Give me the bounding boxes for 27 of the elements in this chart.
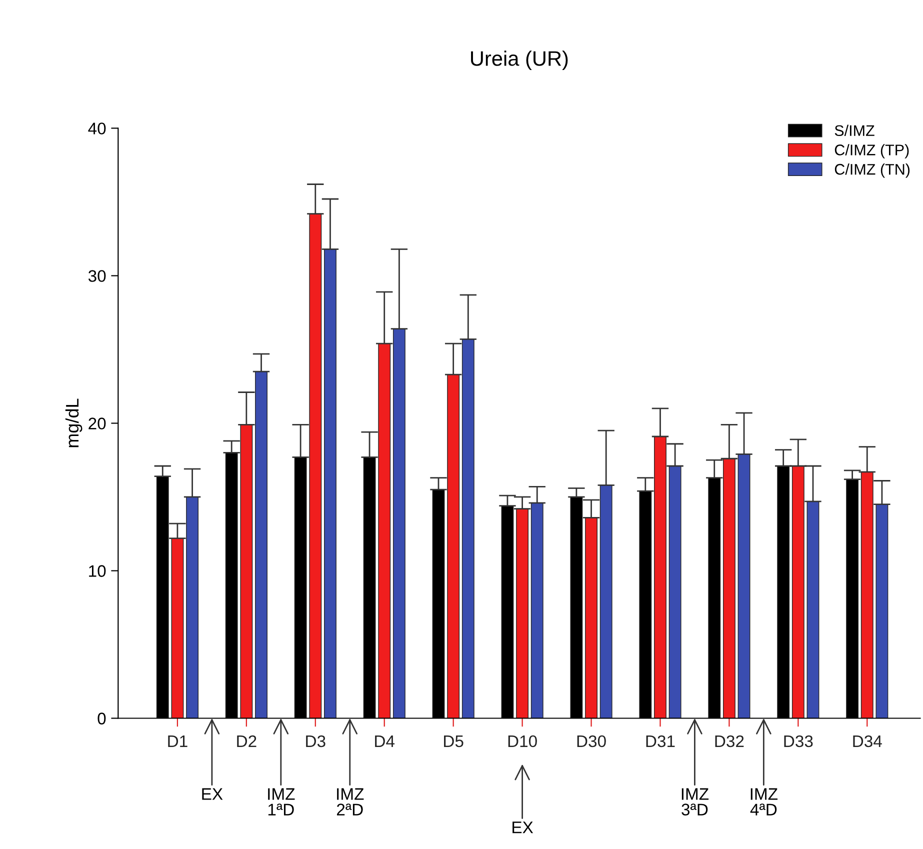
y-tick-label: 20 bbox=[88, 418, 106, 430]
text: IMZ 4ªD bbox=[750, 788, 778, 816]
x-tick-label: D34 bbox=[853, 735, 882, 748]
y-tick-label: 10 bbox=[89, 565, 106, 577]
text: EX bbox=[202, 788, 223, 800]
y-axis-title: mg/dL bbox=[65, 398, 82, 448]
x-tick-label: D4 bbox=[375, 736, 395, 747]
x-tick-label: D1 bbox=[168, 736, 188, 747]
y-tick-label: 0 bbox=[98, 712, 106, 724]
x-tick-label: D5 bbox=[444, 736, 464, 748]
x-tick-label: D2 bbox=[237, 735, 256, 747]
x-tick-label: D31 bbox=[646, 735, 675, 748]
text: IMZ 2ªD bbox=[336, 788, 364, 816]
text: IMZ 3ªD bbox=[682, 788, 709, 816]
text: IMZ 1ªD bbox=[268, 788, 295, 816]
x-tick-label: D30 bbox=[577, 735, 606, 748]
text: EX bbox=[512, 822, 534, 834]
x-tick-label: D10 bbox=[508, 735, 537, 748]
y-tick-label: 40 bbox=[88, 122, 106, 134]
x-tick-label: D33 bbox=[784, 735, 813, 748]
legend-label: C/IMZ (TP) bbox=[834, 144, 909, 158]
x-tick-label: D3 bbox=[306, 735, 326, 748]
legend-label: C/IMZ (TN) bbox=[834, 164, 910, 178]
x-tick-label: D32 bbox=[715, 735, 744, 748]
legend-label: S/IMZ bbox=[834, 124, 874, 136]
y-tick-label: 30 bbox=[88, 270, 106, 282]
chart-title: Ureia (UR) bbox=[471, 50, 568, 70]
